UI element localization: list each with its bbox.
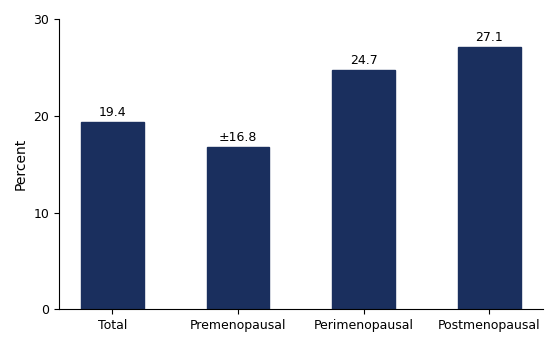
Bar xyxy=(207,147,269,309)
Y-axis label: Percent: Percent xyxy=(14,138,28,190)
Text: 27.1: 27.1 xyxy=(475,31,503,44)
Bar xyxy=(458,47,521,309)
Bar xyxy=(332,70,395,309)
Text: 24.7: 24.7 xyxy=(350,54,377,67)
Bar xyxy=(81,121,144,309)
Text: ±16.8: ±16.8 xyxy=(219,131,257,144)
Text: 19.4: 19.4 xyxy=(99,106,126,119)
